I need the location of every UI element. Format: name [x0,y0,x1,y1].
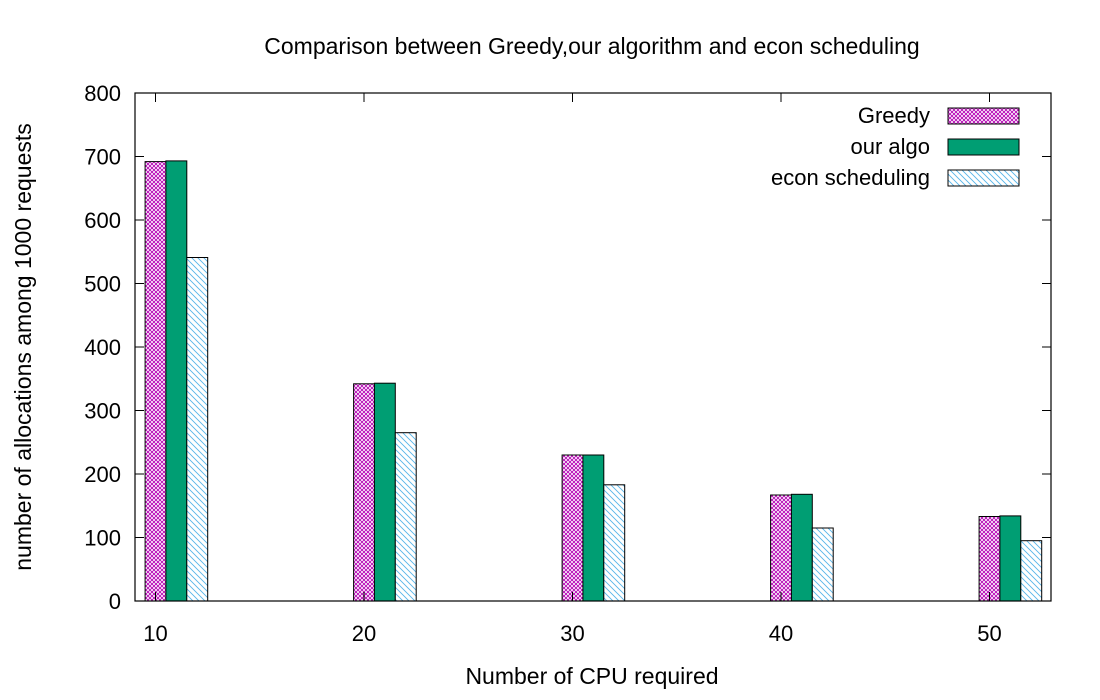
bar-greedy-10 [144,161,167,602]
chart-title: Comparison between Greedy,our algorithm … [264,33,919,59]
x-tick-label: 30 [560,621,584,646]
bars-group [144,160,1043,602]
y-tick-label: 0 [109,589,121,614]
x-axis-label: Number of CPU required [465,663,718,689]
bar-greedy-40 [770,494,792,602]
x-axis: 10 20 30 40 50 [143,93,1002,646]
x-tick-label: 20 [352,621,376,646]
bar-our-algo-10 [165,160,188,602]
bar-our-algo-20 [373,382,396,602]
legend-swatch [947,138,1020,156]
y-tick-label: 600 [84,208,121,233]
legend: Greedy our algo econ scheduling [771,103,1020,190]
bar-econ-scheduling-50 [1020,540,1043,602]
x-tick-label: 10 [143,621,167,646]
legend-label: Greedy [858,103,930,128]
bar-econ-scheduling-10 [186,257,209,602]
y-tick-label: 200 [84,462,121,487]
y-tick-label: 800 [84,81,121,106]
y-tick-label: 500 [84,272,121,297]
legend-label: econ scheduling [771,165,930,190]
bar-our-algo-50 [999,515,1022,602]
y-tick-label: 700 [84,145,121,170]
bar-our-algo-40 [790,493,813,602]
bar-econ-scheduling-30 [603,484,626,602]
y-axis: 0 100 200 300 400 500 600 700 800 [84,81,1051,614]
x-tick-label: 50 [977,621,1001,646]
bar-econ-scheduling-20 [394,432,417,602]
bar-greedy-30 [561,454,584,602]
y-axis-label: number of allocations among 1000 request… [10,123,36,571]
x-tick-label: 40 [769,621,793,646]
bar-our-algo-30 [582,454,605,602]
bar-greedy-20 [353,383,376,602]
y-tick-label: 300 [84,399,121,424]
y-tick-label: 400 [84,335,121,360]
y-tick-label: 100 [84,526,121,551]
legend-swatch [947,107,1020,125]
legend-swatch [947,169,1020,187]
legend-label: our algo [850,134,930,159]
bar-econ-scheduling-40 [811,527,834,602]
bar-greedy-50 [978,516,1001,602]
